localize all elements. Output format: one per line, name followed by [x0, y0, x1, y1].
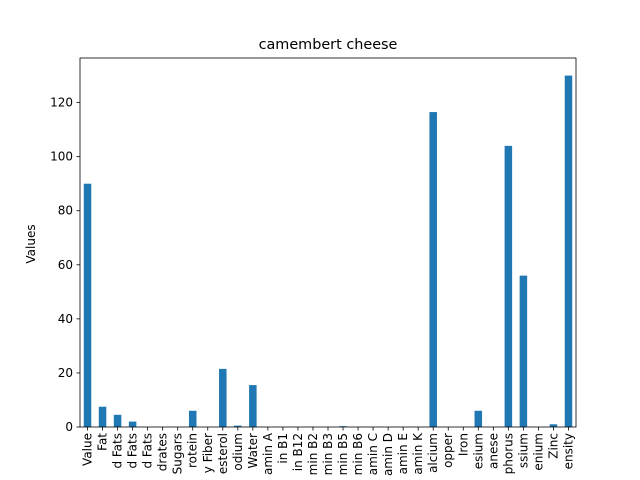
- chart-title: camembert cheese: [259, 37, 398, 53]
- x-tick-label: in B12: [291, 433, 305, 471]
- x-tick-label: d Fats: [111, 433, 125, 469]
- x-tick-label: Fat: [96, 433, 110, 451]
- x-tick-label: Value: [81, 433, 95, 466]
- bar-11: [249, 385, 257, 427]
- bar-1: [98, 406, 107, 427]
- bar-23: [429, 112, 437, 428]
- bar-0: [83, 183, 92, 427]
- x-tick-label: ensity: [561, 433, 575, 469]
- x-tick-label: d Fats: [126, 433, 140, 469]
- bar-26: [474, 410, 483, 427]
- x-tick-label: min B3: [321, 433, 335, 475]
- x-tick-label: drates: [156, 433, 170, 471]
- x-tick-label: min B5: [336, 433, 350, 475]
- x-tick-label: amin C: [366, 433, 380, 475]
- x-tick-label: ssium: [516, 433, 530, 468]
- bar-9: [219, 368, 227, 427]
- x-tick-label: amin A: [261, 432, 275, 475]
- bar-32: [564, 75, 573, 428]
- plot-frame: [79, 57, 577, 428]
- x-tick-label: Sugars: [171, 433, 185, 474]
- x-tick-label: odium: [231, 433, 245, 471]
- y-tick-label: 20: [58, 366, 73, 380]
- bar-7: [188, 410, 197, 427]
- x-tick-label: Iron: [456, 433, 470, 456]
- y-tick-label: 100: [50, 150, 73, 164]
- bar-2: [113, 414, 122, 427]
- y-tick-label: 0: [65, 420, 73, 434]
- x-tick-label: phorus: [501, 433, 515, 474]
- x-tick-label: opper: [441, 433, 455, 468]
- x-tick-label: min B2: [306, 433, 320, 475]
- bar-29: [519, 275, 528, 427]
- x-tick-label: min B6: [351, 433, 365, 475]
- x-tick-label: enium: [531, 433, 545, 471]
- bar-31: [549, 424, 558, 427]
- y-tick-label: 40: [58, 312, 73, 326]
- y-tick-label: 80: [58, 204, 73, 218]
- x-tick-label: alcium: [426, 433, 440, 473]
- x-tick-label: y Fiber: [201, 433, 215, 473]
- y-tick-label: 120: [50, 96, 73, 110]
- x-tick-label: Zinc: [546, 433, 560, 459]
- x-tick-label: in B1: [276, 433, 290, 464]
- x-tick-label: Water: [246, 433, 260, 469]
- bar-17: [339, 426, 347, 427]
- x-tick-label: esterol: [216, 433, 230, 474]
- bar-3: [128, 421, 137, 427]
- bar-10: [234, 425, 242, 427]
- x-tick-label: esium: [471, 433, 485, 469]
- x-tick-label: amin E: [396, 433, 410, 474]
- y-tick-label: 60: [58, 258, 73, 272]
- bars-group: [83, 75, 573, 428]
- x-tick-label: anese: [486, 433, 500, 469]
- y-axis-label: Values: [24, 224, 38, 263]
- bar-28: [504, 145, 513, 427]
- x-tick-label: amin D: [381, 433, 395, 476]
- x-tick-label: rotein: [186, 433, 200, 468]
- y-axis-ticks: 0 20 40 60 80 100 120: [50, 96, 80, 434]
- x-tick-label: d Fats: [141, 433, 155, 469]
- x-axis-ticks: Value Fat d Fats d Fats d Fats drates Sugars ro…: [81, 427, 575, 476]
- x-tick-label: amin K: [411, 432, 425, 475]
